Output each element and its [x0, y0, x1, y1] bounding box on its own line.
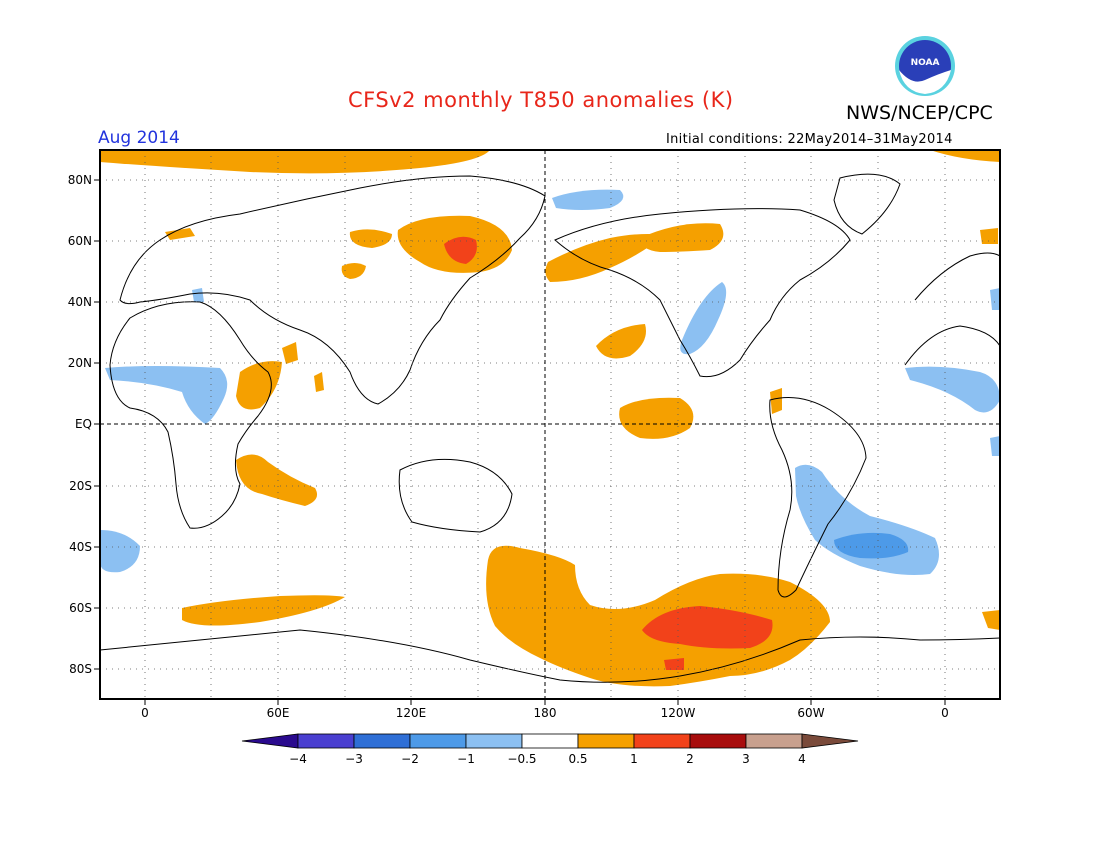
- warm-mozambique: [236, 454, 318, 506]
- warm-arabia: [282, 342, 298, 364]
- warm-anomaly-regions: [100, 150, 1000, 687]
- coast-australia: [398, 458, 513, 533]
- warm-pacific-ne: [596, 324, 646, 359]
- warm-east-africa: [236, 361, 282, 410]
- colorbar-label: −2: [401, 752, 419, 766]
- coast-north-america: [554, 208, 851, 378]
- coast-greenland: [833, 173, 901, 235]
- reference-lines: [100, 150, 1000, 699]
- colorbar-label: 4: [798, 752, 806, 766]
- lat-label-20s: 20S: [69, 479, 92, 493]
- warm-mid-anomaly-regions: [444, 236, 773, 670]
- warm-southern-indian: [182, 595, 345, 626]
- cool-caribbean: [990, 288, 1000, 310]
- lat-label-20n: 20N: [67, 356, 92, 370]
- coast-antarctica: [100, 629, 1000, 683]
- colorbar-label: −0.5: [507, 752, 537, 766]
- coast-south-america: [769, 397, 867, 598]
- lon-label-120e: 120E: [395, 706, 427, 720]
- coast-africa-right: [904, 325, 1000, 366]
- cool-mid-atlantic: [905, 366, 1000, 413]
- lat-label-40n: 40N: [67, 295, 92, 309]
- cool-south-atlantic-east: [990, 436, 1000, 456]
- coast-eurasia: [119, 175, 546, 405]
- warm-mid-siberia: [444, 236, 477, 264]
- colorbar-label: −3: [345, 752, 363, 766]
- cool-anomaly-regions: [100, 189, 1000, 575]
- cool-mid-anomaly-regions: [834, 532, 909, 559]
- lon-label-60w: 60W: [797, 706, 825, 720]
- lon-label-0-west: 0: [141, 706, 149, 720]
- colorbar-label: 3: [742, 752, 750, 766]
- warm-central-asia: [349, 229, 392, 248]
- cool-southwest-atlantic: [100, 530, 140, 573]
- lat-label-80s: 80S: [69, 662, 92, 676]
- coast-europe-right: [914, 252, 1000, 301]
- lat-label-40s: 40S: [69, 540, 92, 554]
- warm-southern-pacific: [486, 545, 830, 687]
- warm-europe: [165, 228, 195, 240]
- warm-arctic-ne: [930, 150, 1000, 162]
- warm-mid-ross: [664, 658, 684, 670]
- lat-label-eq: EQ: [74, 417, 92, 431]
- warm-alaska: [545, 234, 665, 282]
- agency-label: NWS/NCEP/CPC: [846, 102, 993, 124]
- coastlines: [100, 173, 1000, 683]
- warm-south-atlantic: [982, 610, 1000, 630]
- warm-mid-antarctic-pacific: [642, 606, 773, 649]
- lon-label-120w: 120W: [660, 706, 696, 720]
- warm-arctic-north: [100, 150, 490, 174]
- cool-mid-south-atlantic: [834, 532, 909, 559]
- warm-west-asia: [341, 263, 366, 279]
- colorbar-label: 2: [686, 752, 694, 766]
- initial-conditions: Initial conditions: 22May2014–31May2014: [666, 132, 953, 147]
- cool-arctic-pacific: [552, 189, 624, 210]
- warm-equatorial-pacific: [619, 397, 694, 439]
- colorbar-label: 1: [630, 752, 638, 766]
- cool-europe: [192, 288, 204, 302]
- colorbar-label: −1: [457, 752, 475, 766]
- lon-label-60e: 60E: [266, 706, 290, 720]
- lat-label-80n: 80N: [67, 173, 92, 187]
- warm-canada-north: [640, 223, 724, 252]
- warm-india: [314, 372, 324, 392]
- colorbar-label: −4: [289, 752, 307, 766]
- lon-label-180: 180: [533, 706, 557, 720]
- axis-ticks: [94, 179, 946, 705]
- cool-north-america-west: [680, 282, 727, 355]
- warm-europe-east: [980, 228, 998, 244]
- lat-label-60n: 60N: [67, 234, 92, 248]
- warm-south-america: [770, 388, 782, 414]
- chart-title: CFSv2 monthly T850 anomalies (K): [348, 88, 734, 112]
- coast-africa: [109, 301, 272, 529]
- valid-month: Aug 2014: [98, 128, 180, 148]
- cool-west-africa: [105, 366, 228, 424]
- graticule: [100, 150, 1000, 699]
- lon-label-0-east: 0: [941, 706, 949, 720]
- colorbar-label: 0.5: [568, 752, 588, 766]
- lat-label-60s: 60S: [69, 601, 92, 615]
